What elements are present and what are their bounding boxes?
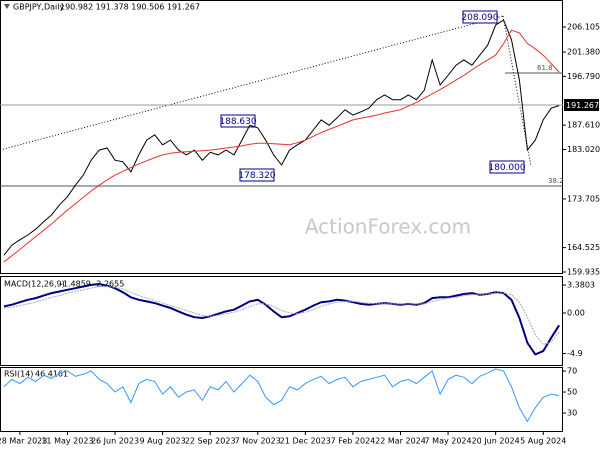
- series-line: [3, 29, 560, 263]
- price-label-box: [564, 99, 599, 111]
- series-line: [3, 286, 560, 346]
- chart-title: GBPJPY,Daily: [13, 3, 64, 12]
- y-tick-label: 173.705: [567, 194, 600, 203]
- y-tick-label: 206.105: [567, 23, 600, 32]
- x-tick-label: 22 Sep 2023: [185, 437, 236, 446]
- annotation: 180.000: [488, 163, 525, 173]
- x-tick-label: 26 Jun 2023: [91, 437, 139, 446]
- y-tick-label: 159.935: [567, 267, 600, 276]
- x-tick-label: 21 Dec 2023: [280, 437, 331, 446]
- annotation: 188.630: [219, 117, 256, 127]
- y-tick-label: 187.610: [567, 121, 600, 130]
- fib-label: 38.2: [548, 177, 564, 185]
- chart-subtitle: 190.982 191.378 190.506 191.267: [60, 3, 200, 12]
- fib-label: 61.8: [537, 64, 553, 72]
- series-line: [3, 19, 560, 256]
- price-panel: [0, 0, 563, 274]
- macd-panel: [0, 276, 563, 366]
- y-tick-label: 164.525: [567, 243, 600, 252]
- x-tick-label: 20 Jun 2024: [472, 437, 520, 446]
- annotation-box: [462, 10, 498, 24]
- x-tick-label: 7 Feb 2024: [331, 437, 376, 446]
- annotation-box: [239, 168, 275, 182]
- x-tick-label: 28 Mar 2023: [0, 437, 47, 446]
- trend-line: [0, 15, 504, 151]
- symbol-icon: [4, 4, 10, 9]
- annotation-box: [489, 160, 525, 174]
- y-tick-label: 183.020: [567, 145, 600, 154]
- y-tick-label: 196.790: [567, 72, 600, 81]
- x-tick-label: 11 May 2023: [41, 437, 93, 446]
- annotation: 208.090: [461, 13, 498, 23]
- series-line: [3, 282, 560, 356]
- panel-title: MACD(12,26,9): [4, 280, 65, 289]
- panel-title: RSI(14): [4, 370, 33, 379]
- annotation-box: [220, 114, 256, 128]
- x-tick-label: 9 Aug 2023: [140, 437, 186, 446]
- series-line: [3, 368, 560, 423]
- x-tick-label: 5 Aug 2024: [520, 437, 566, 446]
- y-tick-label: 30: [567, 409, 577, 418]
- x-tick-label: 22 Mar 2024: [375, 437, 426, 446]
- y-tick-label: 201.380: [567, 48, 600, 57]
- watermark: ActionForex.com: [305, 215, 471, 239]
- rsi-panel: [0, 367, 563, 432]
- x-tick-label: 7 May 2024: [425, 437, 472, 446]
- annotation: 178.320: [238, 171, 275, 181]
- y-tick-label: 50: [567, 388, 577, 397]
- y-tick-label: 0.00: [567, 309, 585, 318]
- price-label: 191.267: [566, 101, 599, 110]
- y-tick-label: -4.9: [567, 349, 583, 358]
- y-tick-label: 70: [567, 367, 577, 376]
- panel-subtitle: 46.4161: [35, 370, 68, 379]
- x-tick-label: 7 Nov 2023: [235, 437, 281, 446]
- y-tick-label: 3.3803: [567, 281, 595, 290]
